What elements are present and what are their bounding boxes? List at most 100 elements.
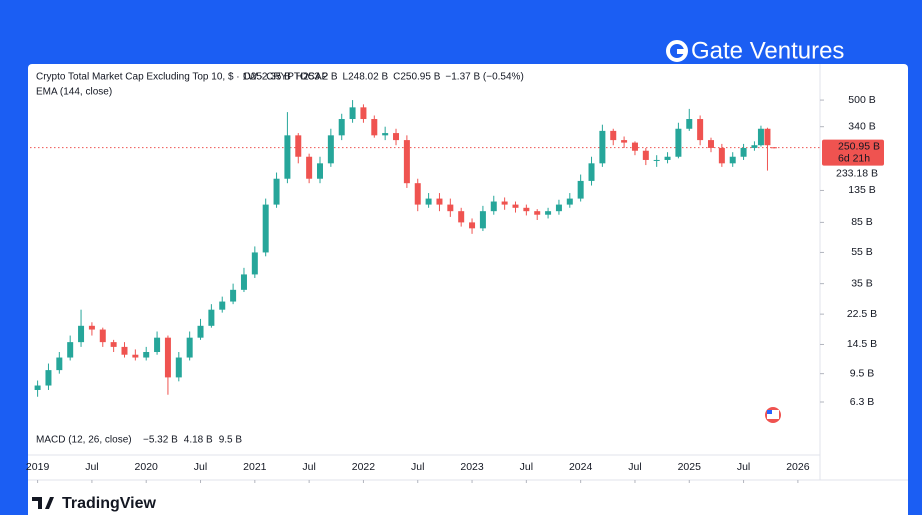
candle-body: [447, 204, 454, 212]
candle-body: [512, 204, 519, 208]
candle-body: [764, 128, 771, 146]
candle-body: [436, 198, 443, 205]
candle-body: [164, 337, 171, 378]
tv-icon: [32, 497, 54, 509]
flag-canton: [767, 410, 772, 414]
candle-body: [219, 301, 226, 310]
tv-logo: TradingView: [32, 495, 157, 512]
candles: [34, 100, 777, 397]
y-tick-label: 6.3 B: [850, 396, 875, 408]
macd-label: −5.32 B: [143, 435, 178, 446]
candle-body: [230, 289, 237, 302]
brand: Gate Ventures: [691, 37, 844, 64]
candle-body: [382, 133, 389, 136]
ohlc-label: H253.2 B: [296, 72, 338, 83]
candle-body: [425, 198, 432, 205]
candle-body: [154, 337, 161, 353]
candle-body: [751, 145, 758, 148]
x-tick-label: 2021: [243, 461, 267, 473]
ohlc-label: O252.35 B: [243, 72, 291, 83]
y-tick-label: 35 B: [851, 277, 873, 289]
candle-body: [740, 147, 747, 157]
y-tick-label: 55 B: [851, 246, 873, 258]
chart-title: Crypto Total Market Cap Excluding Top 10…: [36, 72, 328, 83]
candle-body: [501, 201, 508, 205]
x-tick-label: Jul: [628, 461, 641, 473]
candle-body: [534, 211, 541, 215]
candle-body: [707, 140, 714, 148]
candle-body: [664, 156, 671, 160]
candle-body: [686, 119, 693, 129]
candle-body: [697, 119, 704, 141]
candle-body: [577, 180, 584, 199]
candle-body: [360, 107, 367, 120]
candle-body: [555, 204, 562, 212]
candle-body: [729, 156, 736, 164]
ohlc-label: −1.37 B (−0.54%): [445, 72, 523, 83]
candle-body: [143, 352, 150, 358]
macd-label: 4.18 B: [184, 435, 213, 446]
x-tick-label: Jul: [737, 461, 750, 473]
candle-body: [121, 346, 128, 355]
candle-body: [479, 211, 486, 229]
y-tick-label: 85 B: [851, 216, 873, 228]
macd-label: 9.5 B: [219, 435, 243, 446]
y-tick-label: 22.5 B: [847, 308, 877, 320]
candle-body: [675, 128, 682, 157]
x-tick-label: 2026: [786, 461, 810, 473]
candle-body: [78, 325, 85, 343]
candle-body: [566, 198, 573, 205]
candle-body: [34, 385, 41, 390]
candle-body: [316, 163, 323, 179]
candle-body: [490, 201, 497, 212]
candle-body: [523, 207, 530, 212]
x-tick-label: 2023: [460, 461, 484, 473]
candle-body: [414, 183, 421, 205]
candle-body: [469, 222, 476, 229]
candle-body: [642, 150, 649, 160]
candle-body: [545, 211, 552, 215]
x-tick-label: Jul: [194, 461, 207, 473]
gate-logo: Gate Ventures: [666, 37, 844, 64]
candle-body: [458, 211, 465, 223]
candle-body: [251, 252, 258, 275]
candle-body: [588, 163, 595, 181]
candle-body: [197, 325, 204, 338]
candle-body: [132, 354, 139, 358]
x-tick-label: 2022: [352, 461, 376, 473]
candle-body: [67, 342, 74, 358]
candle-body: [175, 357, 182, 378]
x-tick-label: 2020: [135, 461, 159, 473]
x-tick-label: Jul: [85, 461, 98, 473]
x-tick-label: Jul: [302, 461, 315, 473]
x-tick-label: 2025: [678, 461, 702, 473]
chart-card: [28, 64, 908, 515]
candle-body: [371, 119, 378, 136]
candle-body: [208, 309, 215, 326]
candle-body: [770, 147, 777, 149]
y-tick-label: 500 B: [848, 94, 875, 106]
candle-body: [262, 204, 269, 253]
y-tick-label: 14.5 B: [847, 338, 877, 350]
candle-body: [610, 130, 617, 141]
logo-icon-bar: [677, 49, 686, 54]
ohlc-label: C250.95 B: [393, 72, 441, 83]
ohlc-label: L248.02 B: [343, 72, 389, 83]
x-tick-label: Jul: [520, 461, 533, 473]
x-tick-label: 2024: [569, 461, 593, 473]
candle-body: [718, 147, 725, 164]
candle-body: [621, 140, 628, 143]
candle-body: [349, 107, 356, 120]
candle-body: [240, 274, 247, 290]
flag-body: [767, 410, 779, 419]
candle-body: [56, 357, 63, 371]
candle-body: [403, 140, 410, 184]
candle-body: [757, 128, 764, 146]
x-tick-label: 2019: [26, 461, 50, 473]
macd-title: MACD (12, 26, close): [36, 435, 132, 446]
candle-body: [338, 119, 345, 136]
countdown: 6d 21h: [838, 152, 870, 164]
candle-body: [295, 135, 302, 157]
y-tick-label: 340 B: [848, 120, 875, 132]
